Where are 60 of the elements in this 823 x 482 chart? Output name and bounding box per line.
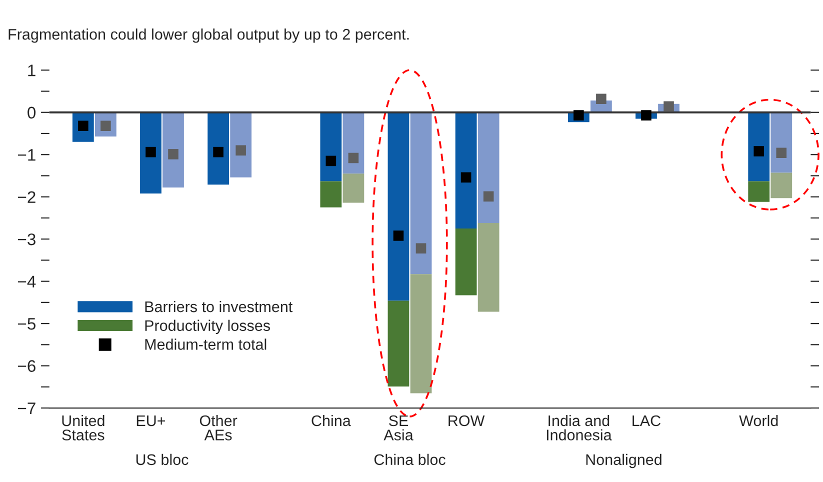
point	[348, 152, 359, 164]
bar	[770, 172, 792, 198]
point	[460, 172, 472, 183]
bar	[748, 112, 770, 182]
point	[393, 230, 404, 241]
x-tick-label: Other AEs	[200, 414, 238, 440]
legend-label: Barriers to investment	[145, 300, 293, 312]
bar	[410, 112, 432, 274]
bar	[388, 300, 410, 386]
x-tick-label: ROW	[448, 415, 485, 426]
bar	[320, 112, 342, 182]
bar	[748, 181, 770, 202]
x-tick-label: China	[312, 414, 351, 426]
point	[754, 146, 764, 156]
x-tick-label: SE Asia	[384, 415, 414, 440]
point	[574, 110, 584, 120]
y-tick-label: −5	[18, 318, 36, 330]
point	[326, 156, 336, 166]
bar	[320, 181, 342, 208]
point	[776, 148, 787, 158]
bar	[455, 112, 477, 229]
bar	[342, 174, 364, 203]
x-tick-label: LAC	[632, 415, 661, 426]
y-tick-label: −4	[18, 276, 36, 288]
point	[596, 94, 606, 104]
text: China bloc	[374, 454, 446, 466]
x-tick-label: United States	[62, 414, 104, 440]
bar	[342, 112, 364, 174]
bar	[162, 112, 184, 188]
bar	[410, 274, 432, 394]
chart-title: Fragmentation could lower global output by up to 2 percent.	[8, 28, 409, 43]
x-tick-label: World	[739, 414, 778, 426]
legend-label: Productivity losses	[145, 320, 270, 334]
point	[236, 145, 246, 156]
bar	[455, 228, 477, 296]
x-tick-label: India and Indonesia	[546, 414, 612, 440]
point	[146, 146, 156, 158]
y-tick-label: −3	[18, 233, 36, 246]
bar	[770, 112, 792, 173]
point	[641, 110, 652, 120]
y-tick-label: 0	[28, 106, 36, 119]
legend-label: Medium-term total	[145, 338, 266, 350]
point	[416, 243, 426, 254]
point	[664, 101, 674, 112]
bar	[140, 112, 162, 194]
point	[483, 191, 494, 202]
y-tick-label: −2	[18, 191, 36, 203]
text: Nonaligned	[586, 454, 662, 468]
text: US bloc	[136, 454, 188, 466]
y-tick-label: 1	[28, 64, 36, 76]
bar	[478, 112, 500, 224]
y-tick-label: −7	[18, 402, 36, 414]
point	[213, 146, 224, 158]
bar	[208, 112, 229, 185]
bar	[388, 112, 410, 301]
point	[168, 149, 178, 160]
y-tick-label: −6	[18, 360, 36, 372]
x-tick-label: EU+	[136, 416, 166, 426]
y-tick-label: −1	[18, 149, 36, 161]
bar	[478, 223, 500, 312]
